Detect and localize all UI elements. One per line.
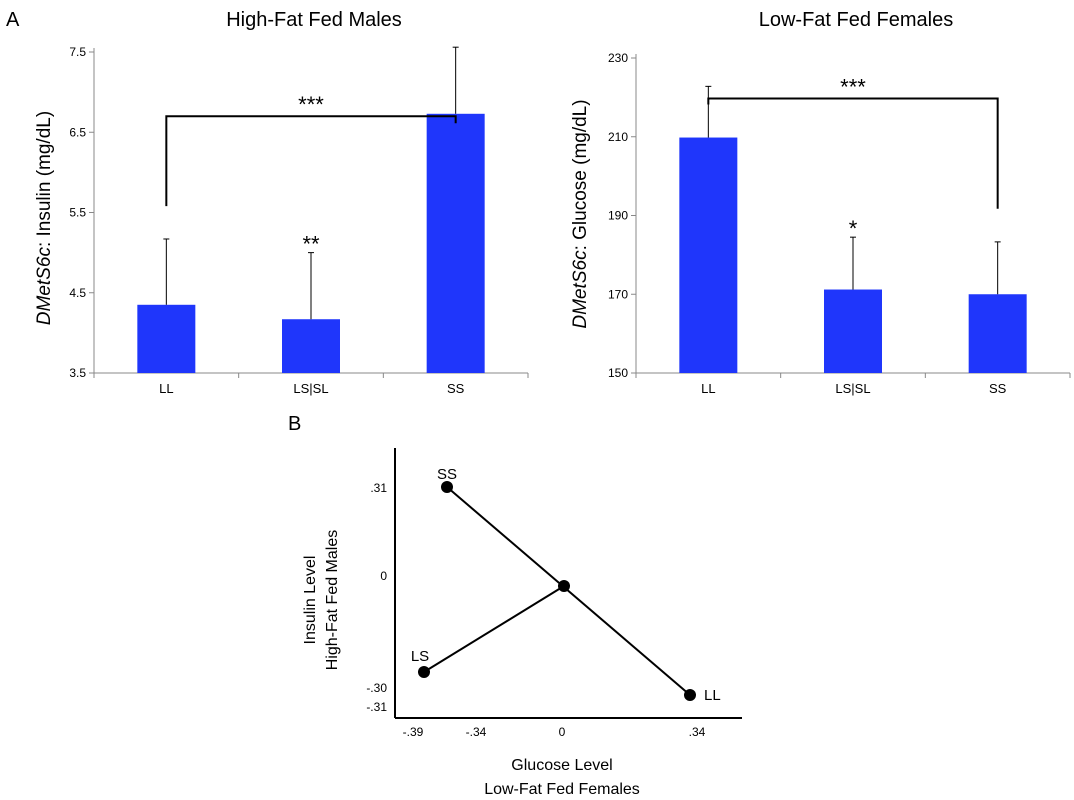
c1-ytick-label: 5.5: [69, 206, 86, 220]
b-ylabel-line1: Insulin Level: [302, 556, 319, 645]
c1-bar: [282, 319, 340, 373]
b-data-point: [684, 689, 696, 701]
c2-category-label: LS|SL: [835, 381, 870, 396]
b-data-point: [418, 666, 430, 678]
chart2-ylabel: DMetS6c: Glucose (mg/dL): [570, 99, 591, 328]
c1-significance-stars: **: [302, 232, 320, 257]
c1-significance-bracket: [165, 115, 457, 207]
b-connecting-line: [446, 486, 691, 696]
interaction-plot: -.39 -.34 0 .34 .31 0 -.30 -.31 SS LL LS Glucose …: [302, 448, 742, 798]
c2-ytick-label: 170: [608, 287, 628, 301]
b-data-point: [441, 481, 453, 493]
chart1-ylabel-rest: : Insulin (mg/dL): [34, 111, 55, 247]
c1-ytick-label: 4.5: [69, 286, 86, 300]
b-xlabel-line2: Low-Fat Fed Females: [484, 781, 640, 798]
panel-a-letter: A: [6, 9, 20, 31]
c2-ytick-label: 190: [608, 209, 628, 223]
c1-ytick-label: 3.5: [69, 366, 86, 380]
b-ytick-label: -.30: [366, 681, 387, 695]
c2-ytick-label: 210: [608, 130, 628, 144]
chart1-title: High-Fat Fed Males: [226, 9, 402, 31]
chart1-ylabel-italic: DMetS6c: [34, 247, 55, 326]
c1-category-label: LL: [159, 381, 173, 396]
c2-significance-stars: *: [849, 216, 858, 241]
glucose-bar-chart: Low-Fat Fed Females DMetS6c: Glucose (mg…: [570, 9, 1071, 396]
c1-bar: [137, 304, 196, 373]
chart2-ylabel-rest: : Glucose (mg/dL): [570, 99, 591, 250]
b-xlabel-line1: Glucose Level: [511, 757, 612, 774]
c2-bar: [824, 289, 882, 373]
chart2-title: Low-Fat Fed Females: [759, 9, 954, 31]
insulin-bar-chart: High-Fat Fed Males DMetS6c: Insulin (mg/…: [34, 9, 529, 396]
chart2-ylabel-italic: DMetS6c: [570, 250, 591, 329]
b-ytick-label: 0: [380, 569, 387, 583]
c2-ytick-label: 230: [608, 51, 628, 65]
chart1-ylabel: DMetS6c: Insulin (mg/dL): [34, 111, 55, 325]
c1-bar: [426, 113, 485, 373]
panel-b-letter: B: [288, 413, 301, 435]
b-xtick-label: -.34: [466, 725, 487, 739]
c2-bar: [968, 294, 1027, 373]
b-xtick-label: .34: [689, 725, 706, 739]
c2-significance-bracket: [707, 97, 999, 209]
b-ylabel-line2: High-Fat Fed Males: [324, 530, 341, 671]
c2-significance-stars: ***: [840, 75, 866, 100]
b-point-label: LL: [704, 687, 721, 704]
c1-ytick-label: 7.5: [69, 45, 86, 59]
c2-category-label: SS: [989, 381, 1007, 396]
c2-bar: [679, 137, 738, 373]
b-xtick-label: 0: [559, 725, 566, 739]
b-point-label: SS: [437, 466, 457, 483]
c1-category-label: LS|SL: [293, 381, 328, 396]
b-connecting-line: [423, 585, 565, 673]
c1-category-label: SS: [447, 381, 465, 396]
b-ytick-label: .31: [370, 481, 387, 495]
b-data-point: [558, 580, 570, 592]
c2-category-label: LL: [701, 381, 715, 396]
b-point-label: LS: [411, 648, 429, 665]
b-xtick-label: -.39: [403, 725, 424, 739]
c2-ytick-label: 150: [608, 366, 628, 380]
c1-significance-stars: ***: [298, 92, 324, 117]
c1-ytick-label: 6.5: [69, 125, 86, 139]
b-ytick-label: -.31: [366, 700, 387, 714]
